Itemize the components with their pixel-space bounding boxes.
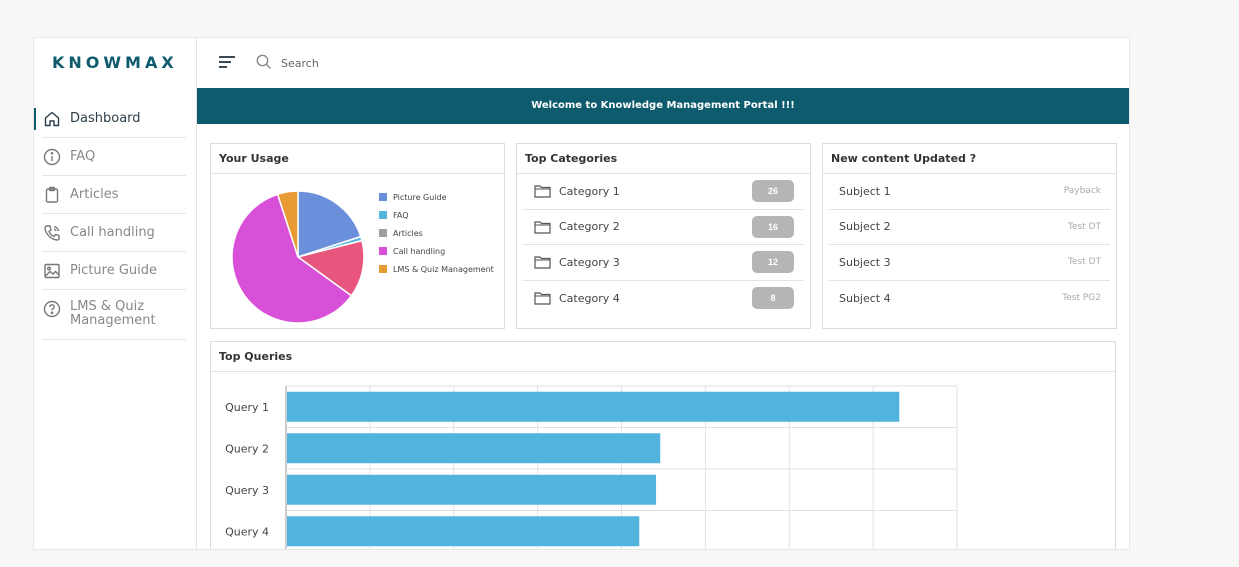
new-content-title: New content Updated ? xyxy=(823,144,1116,174)
pie-slice xyxy=(276,190,299,258)
subject-tag: Test DT xyxy=(1067,221,1101,232)
subject-tag: Payback xyxy=(1063,186,1101,197)
sidebar-item-label: FAQ xyxy=(70,149,96,164)
legend-label: Call handling xyxy=(393,246,446,256)
category-count-badge: 12 xyxy=(752,251,794,273)
category-count-badge: 26 xyxy=(752,180,794,202)
top-queries-bar-chart: Query 1 Query 2 Query 3 Query 4 xyxy=(225,385,958,549)
folder-icon xyxy=(534,292,551,305)
legend-label: Picture Guide xyxy=(393,192,447,202)
subject-name: Subject 3 xyxy=(839,255,891,269)
subject-name: Subject 1 xyxy=(839,184,891,198)
welcome-banner: Welcome to Knowledge Management Portal !… xyxy=(197,88,1129,124)
category-row[interactable]: Category 2 16 xyxy=(523,210,804,245)
sidebar-item-dashboard[interactable]: Dashboard xyxy=(34,100,186,138)
new-content-card: New content Updated ? Subject 1 Payback … xyxy=(822,143,1117,329)
top-categories-card: Top Categories Category 1 26 Category 2 … xyxy=(516,143,811,329)
category-count-badge: 16 xyxy=(752,215,794,238)
pie-slice xyxy=(296,239,365,297)
usage-pie-chart xyxy=(231,190,365,324)
category-name: Category 2 xyxy=(559,220,620,234)
legend-item: FAQ xyxy=(379,206,494,224)
bar xyxy=(287,433,661,464)
top-queries-title: Top Queries xyxy=(211,342,1115,372)
folder-icon xyxy=(534,221,551,234)
legend-item: Articles xyxy=(379,224,494,242)
logo: KNOWMAX xyxy=(52,53,178,72)
phone-icon xyxy=(43,224,61,242)
help-circle-icon xyxy=(43,300,61,318)
new-content-row[interactable]: Subject 1 Payback xyxy=(829,174,1110,210)
legend-swatch xyxy=(379,247,387,255)
sidebar: KNOWMAX Dashboard FAQ Articles Call hand… xyxy=(34,38,197,549)
legend-swatch xyxy=(379,229,387,237)
legend-label: Articles xyxy=(393,228,423,238)
category-tick-label: Query 1 xyxy=(225,401,269,414)
new-content-row[interactable]: Subject 4 Test PG2 xyxy=(829,281,1110,317)
bar xyxy=(287,474,657,505)
category-name: Category 3 xyxy=(559,255,620,269)
menu-toggle-icon[interactable] xyxy=(219,56,237,70)
topbar xyxy=(197,38,1129,88)
home-icon xyxy=(43,110,61,128)
usage-legend: Picture Guide FAQ Articles Call handling… xyxy=(379,188,494,278)
sidebar-item-label: Dashboard xyxy=(70,111,141,126)
category-name: Category 1 xyxy=(559,184,620,198)
new-content-row[interactable]: Subject 3 Test DT xyxy=(829,245,1110,281)
folder-icon xyxy=(534,256,551,269)
clipboard-icon xyxy=(43,186,61,204)
usage-card: Your Usage Picture Guide FAQ Articles Ca… xyxy=(210,143,505,329)
top-queries-card: Top Queries Query 1 Query 2 Query 3 Query 4 xyxy=(210,341,1116,549)
category-tick-label: Query 4 xyxy=(225,525,269,538)
image-icon xyxy=(43,262,61,280)
legend-item: Call handling xyxy=(379,242,494,260)
category-row[interactable]: Category 3 12 xyxy=(523,245,804,281)
new-content-row[interactable]: Subject 2 Test DT xyxy=(829,210,1110,245)
pie-slice xyxy=(231,193,353,324)
category-row[interactable]: Category 4 8 xyxy=(523,281,804,317)
sidebar-item-label: Picture Guide xyxy=(70,263,158,278)
category-row[interactable]: Category 1 26 xyxy=(523,174,804,210)
sidebar-item-picture-guide[interactable]: Picture Guide xyxy=(42,252,186,290)
sidebar-nav: Dashboard FAQ Articles Call handling Pic… xyxy=(34,100,197,340)
bar xyxy=(287,391,900,422)
top-categories-title: Top Categories xyxy=(517,144,810,174)
category-tick-label: Query 3 xyxy=(225,484,269,497)
sidebar-item-label: LMS & Quiz Management xyxy=(70,299,156,328)
sidebar-item-call-handling[interactable]: Call handling xyxy=(42,214,186,252)
sidebar-item-lms-quiz[interactable]: LMS & Quiz Management xyxy=(42,290,186,340)
subject-name: Subject 2 xyxy=(839,220,891,234)
category-tick-label: Query 2 xyxy=(225,442,269,455)
subject-tag: Test PG2 xyxy=(1062,293,1101,304)
search-icon[interactable] xyxy=(255,53,273,71)
subject-tag: Test DT xyxy=(1067,257,1101,268)
bar xyxy=(287,516,640,547)
sidebar-item-faq[interactable]: FAQ xyxy=(42,138,186,176)
legend-swatch xyxy=(379,265,387,273)
legend-label: LMS & Quiz Management xyxy=(393,264,494,274)
subject-name: Subject 4 xyxy=(839,291,891,305)
app-window: KNOWMAX Dashboard FAQ Articles Call hand… xyxy=(33,37,1130,550)
legend-label: FAQ xyxy=(393,210,409,220)
folder-icon xyxy=(534,185,551,198)
sidebar-item-articles[interactable]: Articles xyxy=(42,176,186,214)
search-input[interactable] xyxy=(281,52,481,74)
category-name: Category 4 xyxy=(559,291,620,305)
pie-slice xyxy=(297,190,362,259)
legend-item: Picture Guide xyxy=(379,188,494,206)
legend-swatch xyxy=(379,193,387,201)
category-count-badge: 8 xyxy=(752,286,794,309)
legend-swatch xyxy=(379,211,387,219)
usage-title: Your Usage xyxy=(211,144,504,174)
sidebar-item-label: Articles xyxy=(70,187,119,202)
info-icon xyxy=(43,148,61,166)
sidebar-item-label: Call handling xyxy=(70,225,155,240)
legend-item: LMS & Quiz Management xyxy=(379,260,494,278)
